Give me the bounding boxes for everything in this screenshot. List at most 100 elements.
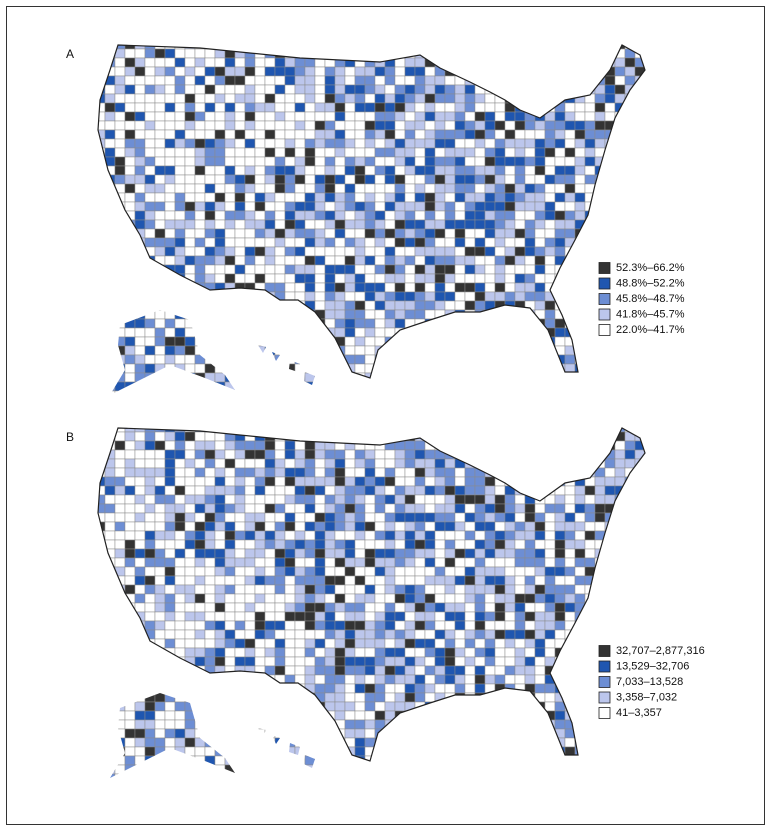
county <box>604 219 616 230</box>
county <box>98 318 106 329</box>
county <box>444 521 456 532</box>
county <box>264 755 276 766</box>
county <box>454 683 466 694</box>
county <box>414 755 426 766</box>
county <box>444 620 456 631</box>
county <box>464 255 476 266</box>
county <box>224 665 236 676</box>
county <box>644 354 645 365</box>
county <box>334 147 346 158</box>
county <box>114 354 126 365</box>
county <box>394 48 406 59</box>
county <box>474 336 486 347</box>
county <box>564 548 576 559</box>
county <box>264 638 276 649</box>
county <box>354 273 366 284</box>
county <box>364 611 376 622</box>
county <box>324 647 336 658</box>
county <box>174 458 186 469</box>
county <box>254 539 266 550</box>
county <box>584 521 596 532</box>
county <box>524 282 536 293</box>
county <box>534 381 546 392</box>
county <box>184 701 196 712</box>
county <box>424 674 436 685</box>
county <box>134 129 146 140</box>
county <box>124 647 136 658</box>
county <box>454 318 466 329</box>
county <box>524 210 536 221</box>
county <box>454 372 466 383</box>
county <box>334 129 346 140</box>
county <box>324 45 336 50</box>
county <box>634 120 645 131</box>
county <box>524 372 536 383</box>
county <box>284 620 296 631</box>
county <box>98 282 106 293</box>
county <box>554 521 566 532</box>
county <box>504 530 516 541</box>
county <box>264 431 276 442</box>
county <box>344 476 356 487</box>
county <box>194 557 206 568</box>
county <box>144 111 156 122</box>
county <box>364 111 376 122</box>
county <box>234 246 246 257</box>
county <box>174 237 186 248</box>
county <box>274 111 286 122</box>
county <box>434 102 446 113</box>
county <box>484 273 496 284</box>
county <box>474 428 486 433</box>
county <box>554 431 566 442</box>
county <box>324 138 336 149</box>
county <box>264 273 276 284</box>
county <box>98 48 106 59</box>
county <box>144 300 156 311</box>
county <box>194 120 206 131</box>
county <box>254 57 266 68</box>
county <box>404 345 416 356</box>
county <box>254 264 266 275</box>
county <box>144 692 156 703</box>
county <box>534 363 546 374</box>
county <box>484 174 496 185</box>
county <box>284 548 296 559</box>
county <box>174 638 186 649</box>
county <box>194 683 206 694</box>
county <box>404 476 416 487</box>
county <box>374 647 386 658</box>
county <box>414 228 426 239</box>
county <box>124 503 136 514</box>
county <box>494 746 506 757</box>
county <box>284 156 296 167</box>
county <box>444 282 456 293</box>
county <box>144 431 156 442</box>
county <box>494 701 506 712</box>
county <box>224 764 236 775</box>
county <box>404 354 416 365</box>
panel-label: B <box>66 430 74 444</box>
county <box>374 773 386 778</box>
county <box>244 701 256 712</box>
county <box>98 75 106 86</box>
county <box>134 530 146 541</box>
county <box>104 45 116 50</box>
county <box>164 575 176 586</box>
county <box>434 773 446 778</box>
county <box>514 701 526 712</box>
county <box>344 701 356 712</box>
county <box>294 219 306 230</box>
county <box>494 336 506 347</box>
county <box>294 548 306 559</box>
county <box>184 476 196 487</box>
county <box>554 201 566 212</box>
county <box>324 210 336 221</box>
county <box>384 66 396 77</box>
county <box>264 557 276 568</box>
county <box>394 692 406 703</box>
county <box>494 318 506 329</box>
county <box>244 138 256 149</box>
county <box>364 390 376 395</box>
county <box>134 390 146 395</box>
county <box>454 354 466 365</box>
